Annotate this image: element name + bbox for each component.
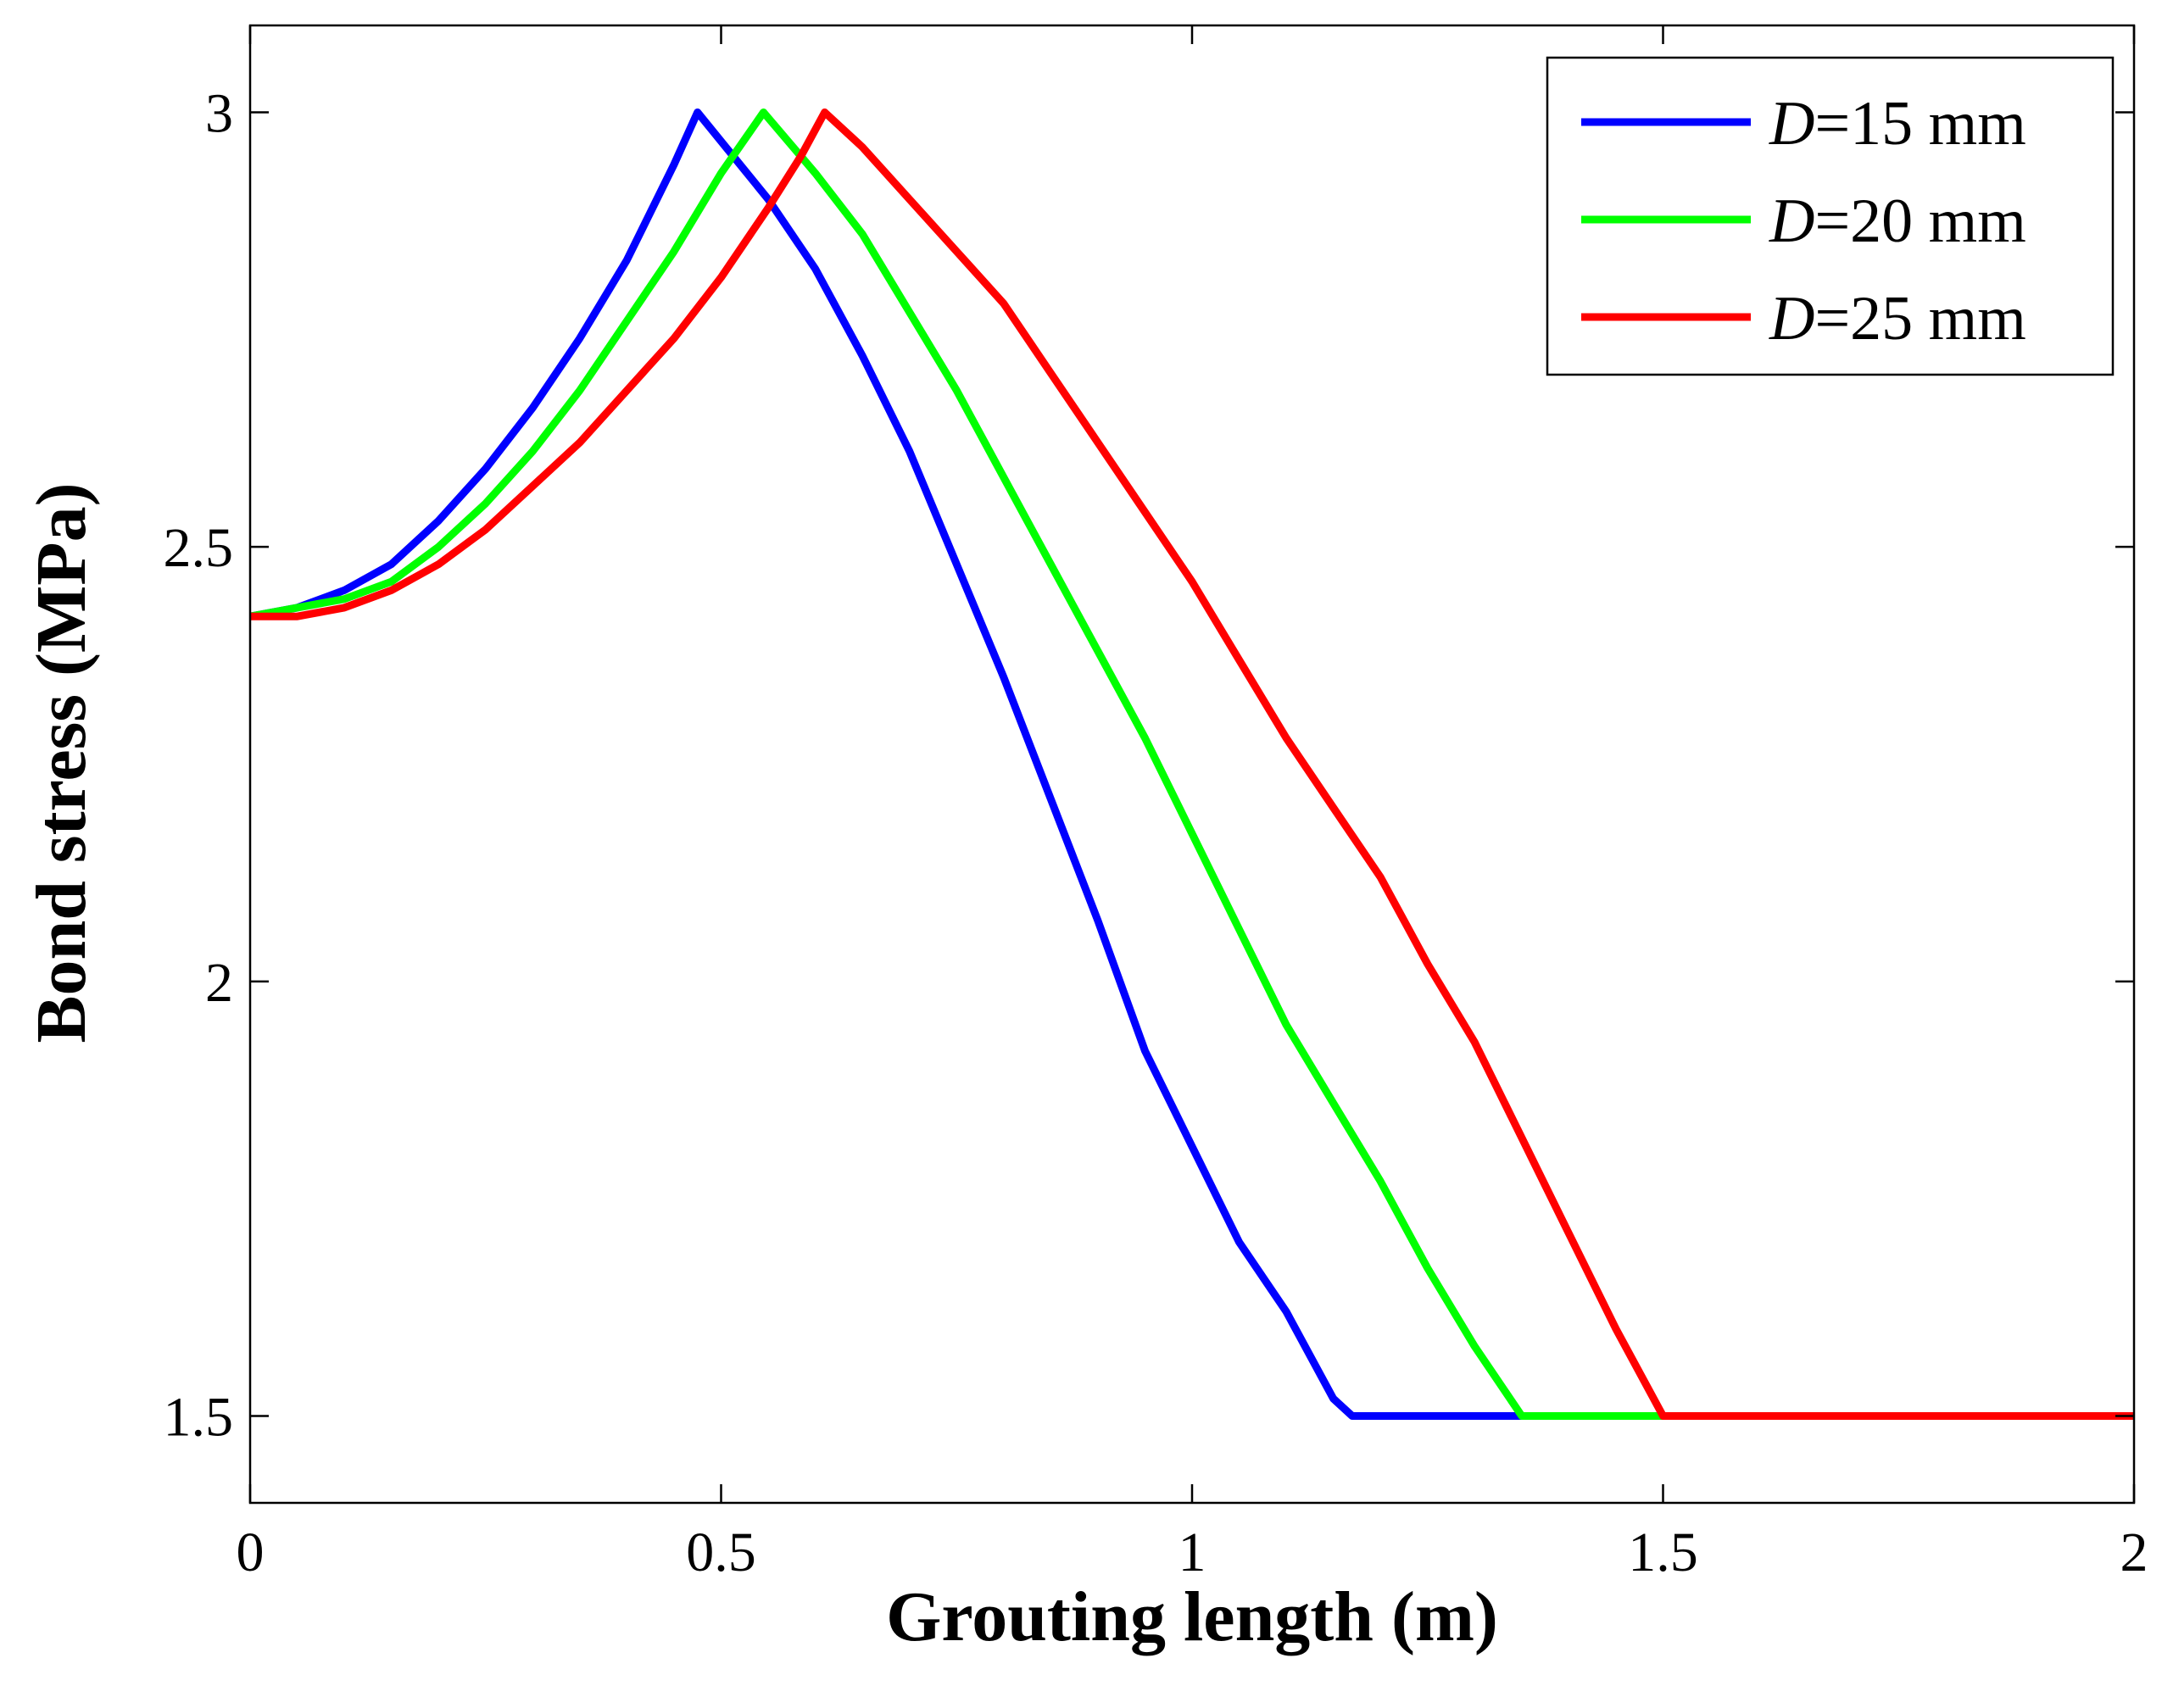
y-axis-title: Bond stress (MPa) [22,482,101,1043]
legend-label-var: D [1769,284,1814,353]
series-line-3 [250,108,2134,1420]
y-tick-label: 2.5 [164,517,234,579]
legend-label-var: D [1769,186,1814,256]
series-line-2 [250,108,1663,1420]
x-tick-label: 0.5 [686,1522,756,1583]
x-tick-label: 0 [237,1522,265,1583]
legend: D=15 mmD=20 mmD=25 mm [1546,56,2115,376]
x-tick-label: 1 [1179,1522,1206,1583]
ticks-layer: 0 0.5 1 1.5 2 1.5 2 2.5 3 [164,25,2148,1583]
legend-label-rest: =25 mm [1814,284,2025,353]
y-tick-label: 1.5 [164,1386,234,1448]
x-tick-label: 1.5 [1628,1522,1698,1583]
y-tick-label: 3 [205,83,233,145]
legend-label-2: D=20 mm [1769,186,2026,256]
x-axis-title: Grouting length (m) [886,1577,1498,1656]
y-tick-label: 2 [205,952,233,1014]
legend-label-rest: =20 mm [1814,186,2025,256]
legend-label-3: D=25 mm [1769,284,2026,353]
series-layer [250,108,2134,1420]
series-line-1 [250,108,1522,1420]
legend-label-1: D=15 mm [1769,89,2026,159]
x-tick-label: 2 [2120,1522,2148,1583]
legend-label-var: D [1769,89,1814,159]
legend-label-rest: =15 mm [1814,89,2025,159]
